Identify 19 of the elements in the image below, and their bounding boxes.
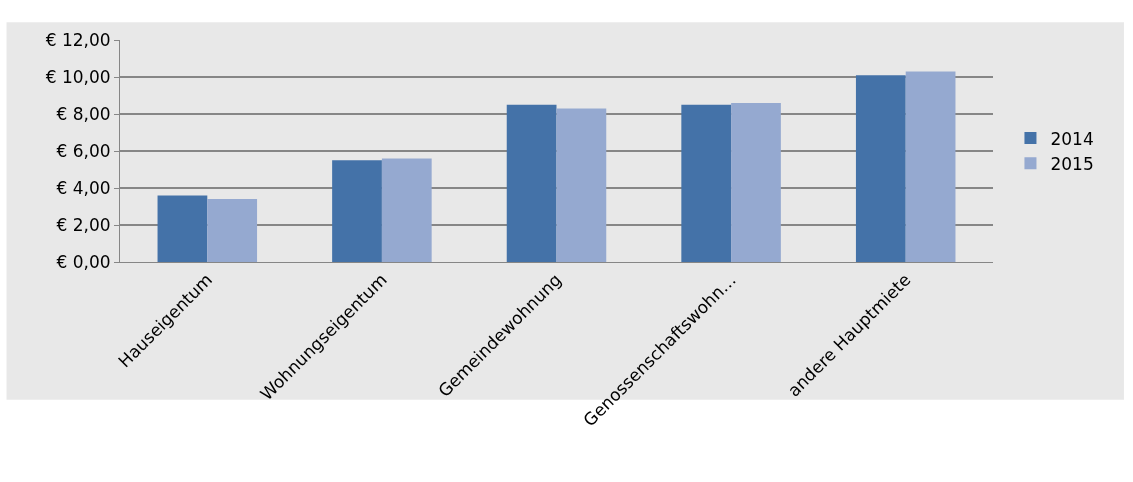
legend-label: 2014 [1050,128,1094,149]
y-tick-label: € 4,00 [56,177,111,198]
y-tick-label: € 2,00 [56,214,111,235]
bar [157,195,208,262]
bar [332,160,382,262]
y-tick-label: € 12,00 [45,29,111,50]
bar [681,104,732,262]
y-tick-label: € 6,00 [56,140,111,161]
bar [207,199,258,262]
bar [905,71,956,262]
legend-label: 2015 [1050,153,1094,174]
bar [381,158,432,262]
bar [731,102,781,262]
y-tick-label: € 8,00 [56,103,111,124]
bar [556,108,607,262]
bar [855,75,906,262]
y-tick-label: € 0,00 [56,251,111,272]
y-tick-label: € 10,00 [45,66,111,87]
bar [506,104,557,262]
